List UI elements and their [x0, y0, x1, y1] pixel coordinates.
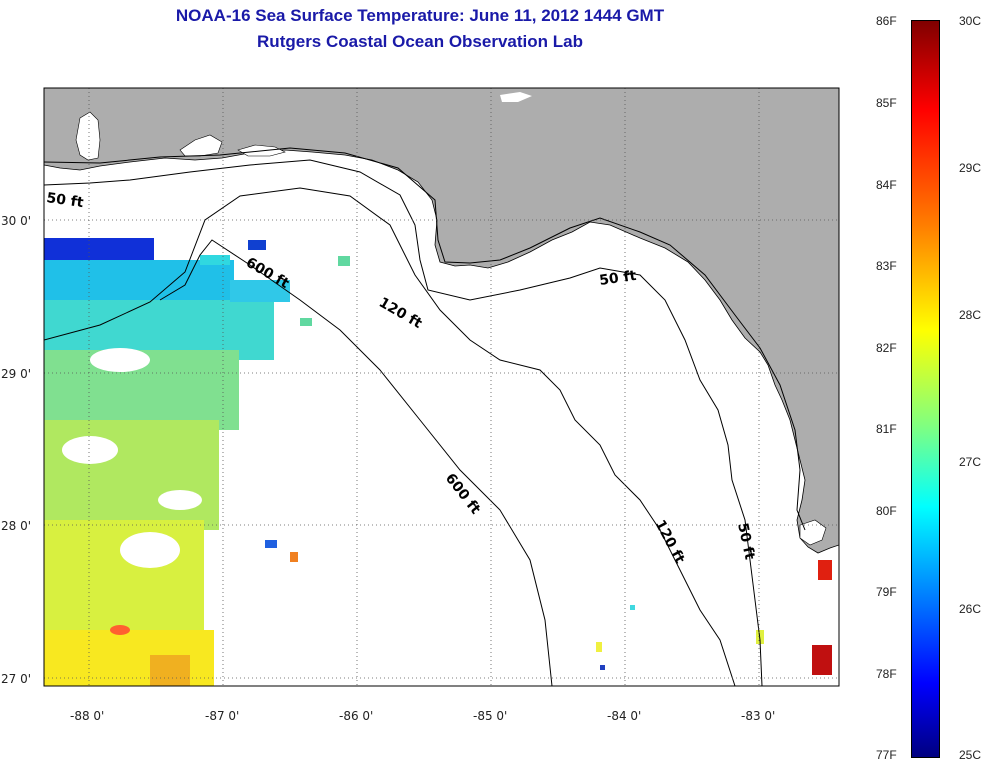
colorbar-label-f: 81F: [876, 422, 897, 436]
colorbar-label-f: 84F: [876, 178, 897, 192]
map-subtitle: Rutgers Coastal Ocean Observation Lab: [257, 32, 583, 51]
graticule: [44, 88, 839, 686]
colorbar-label-c: 27C: [959, 455, 982, 469]
colorbar-label-c: 28C: [959, 308, 982, 322]
sst-data-patches: [44, 238, 832, 686]
lat-tick-label: 29 0': [1, 367, 31, 381]
colorbar-label-f: 86F: [876, 14, 897, 28]
colorbar-label-f: 85F: [876, 96, 897, 110]
lon-tick-label: -87 0': [205, 709, 239, 723]
colorbar-label-f: 80F: [876, 504, 897, 518]
lon-tick-label: -86 0': [339, 709, 373, 723]
mobile-bay: [75, 111, 101, 161]
contour-label-50ft-west: 50 ft: [45, 190, 84, 211]
lon-tick-label: -85 0': [473, 709, 507, 723]
tampa-bay: [799, 519, 827, 546]
coastline: [44, 147, 806, 531]
lat-tick-label: 28 0': [1, 519, 31, 533]
inland-lake: [500, 92, 532, 102]
contour-label-50ft-south: 50 ft: [734, 522, 757, 562]
contour-120ft: [44, 187, 736, 686]
lon-tick-label: -83 0': [741, 709, 775, 723]
lat-tick-label: 30 0': [1, 214, 31, 228]
contour-50ft: [44, 159, 763, 686]
lat-tick-label: 27 0': [1, 672, 31, 686]
contour-600ft: [159, 239, 553, 686]
contour-label-50ft-east: 50 ft: [598, 268, 637, 289]
colorbar-label-c: 30C: [959, 14, 982, 28]
map-frame: [43, 87, 840, 687]
lon-tick-label: -84 0': [607, 709, 641, 723]
colorbar-label-f: 77F: [876, 748, 897, 762]
lon-tick-label: -88 0': [70, 709, 104, 723]
colorbar-label-f: 83F: [876, 259, 897, 273]
colorbar-label-f: 82F: [876, 341, 897, 355]
map-title: NOAA-16 Sea Surface Temperature: June 11…: [175, 6, 665, 25]
colorbar-label-c: 26C: [959, 602, 982, 616]
colorbar-label-f: 79F: [876, 585, 897, 599]
land-mass: [44, 88, 839, 554]
colorbar: [911, 20, 940, 758]
colorbar-label-f: 78F: [876, 667, 897, 681]
colorbar-label-c: 25C: [959, 748, 982, 762]
colorbar-label-c: 29C: [959, 161, 982, 175]
